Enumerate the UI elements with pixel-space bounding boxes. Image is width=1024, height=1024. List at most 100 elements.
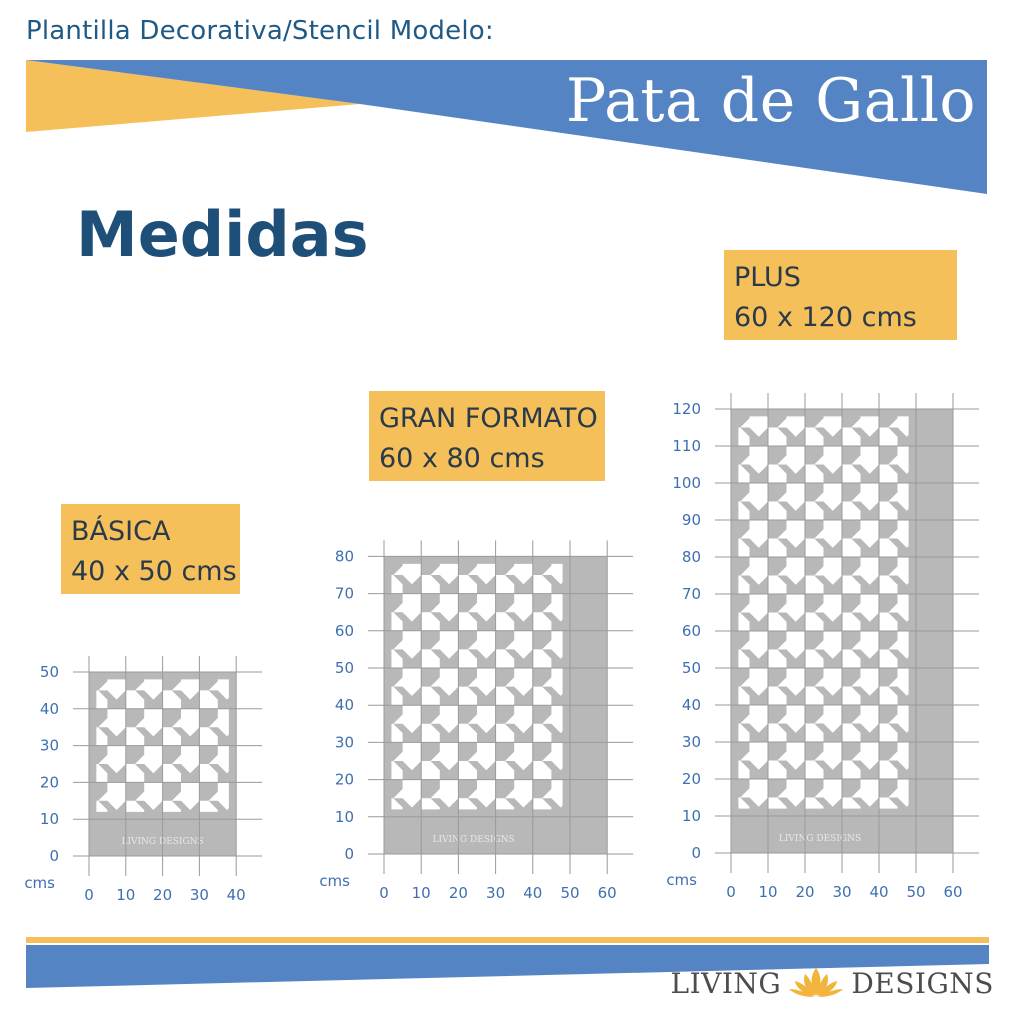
houndstooth-cutout	[393, 593, 422, 622]
houndstooth-cutout	[777, 705, 805, 733]
houndstooth-tooth	[458, 761, 477, 780]
houndstooth-cutout	[851, 416, 879, 437]
houndstooth-cutout	[740, 557, 768, 585]
houndstooth-tooth	[738, 575, 750, 594]
houndstooth-tooth	[805, 538, 824, 557]
houndstooth-tooth	[879, 686, 898, 705]
houndstooth-tooth	[842, 612, 861, 631]
footer-blue-band	[26, 945, 989, 988]
houndstooth-tooth	[953, 798, 972, 817]
houndstooth-tooth	[879, 538, 898, 557]
houndstooth-cutout	[98, 679, 126, 700]
y-tick-label: 60	[335, 622, 354, 640]
houndstooth-cutout	[171, 745, 200, 774]
houndstooth-tooth	[805, 464, 824, 483]
houndstooth-cutout	[504, 705, 533, 734]
houndstooth-cutout	[777, 483, 805, 511]
y-tick-label: 50	[682, 659, 701, 677]
y-tick-label: 30	[682, 733, 701, 751]
houndstooth-tooth	[768, 464, 787, 483]
houndstooth-cutout	[925, 853, 953, 881]
houndstooth-tooth	[879, 797, 898, 809]
banner-yellow-stripe	[26, 60, 360, 132]
houndstooth-tooth	[842, 427, 861, 446]
houndstooth-tooth	[842, 723, 861, 742]
y-tick-label: 10	[335, 808, 354, 826]
houndstooth-tooth	[391, 798, 403, 810]
houndstooth-tooth	[953, 465, 972, 484]
houndstooth-cutout	[814, 483, 842, 511]
houndstooth-tooth	[768, 575, 787, 594]
model-title: Pata de Gallo	[565, 66, 976, 136]
houndstooth-tooth	[768, 612, 787, 631]
houndstooth-tooth	[953, 761, 972, 780]
y-tick-label: 50	[335, 659, 354, 677]
houndstooth-cutout	[851, 594, 879, 622]
houndstooth-tooth	[953, 502, 972, 521]
houndstooth-tooth	[391, 686, 403, 706]
houndstooth-tooth	[805, 427, 824, 446]
houndstooth-cutout	[740, 483, 768, 511]
x-tick-label: 20	[795, 883, 814, 901]
houndstooth-cutout	[777, 557, 805, 585]
houndstooth-cutout	[504, 563, 533, 585]
houndstooth-cutout	[430, 668, 459, 696]
houndstooth-tooth	[532, 761, 552, 780]
houndstooth-tooth	[805, 612, 824, 631]
houndstooth-cutout	[777, 416, 805, 437]
houndstooth-cutout	[740, 779, 768, 807]
houndstooth-cutout	[542, 563, 563, 585]
houndstooth-cutout	[962, 520, 990, 548]
houndstooth-tooth	[953, 650, 972, 669]
houndstooth-cutout	[542, 779, 563, 808]
x-tick-label: 60	[598, 884, 617, 902]
houndstooth-tooth	[391, 723, 403, 743]
houndstooth-tooth	[805, 797, 824, 809]
houndstooth-tooth	[391, 761, 403, 780]
houndstooth-cutout	[208, 782, 229, 810]
y-tick-label: 50	[40, 663, 59, 681]
x-tick-label: 50	[906, 883, 925, 901]
x-tick-label: 50	[560, 884, 579, 902]
houndstooth-cutout	[467, 742, 496, 771]
houndstooth-cutout	[888, 446, 909, 474]
houndstooth-cutout	[98, 708, 126, 737]
size-dimensions: 60 x 80 cms	[379, 443, 545, 474]
houndstooth-cutout	[888, 668, 909, 696]
y-tick-label: 40	[682, 696, 701, 714]
houndstooth-pattern	[391, 563, 563, 810]
section-heading: Medidas	[76, 198, 369, 271]
houndstooth-tooth	[879, 575, 898, 594]
x-tick-label: 30	[832, 883, 851, 901]
houndstooth-cutout	[851, 705, 879, 733]
houndstooth-cutout	[393, 668, 422, 696]
houndstooth-cutout	[851, 742, 879, 770]
y-tick-label: 0	[344, 845, 354, 863]
houndstooth-tooth	[738, 797, 750, 809]
houndstooth-cutout	[740, 520, 768, 548]
houndstooth-tooth	[125, 727, 145, 746]
houndstooth-tooth	[805, 686, 824, 705]
houndstooth-cutout	[393, 742, 422, 771]
size-name: BÁSICA	[71, 516, 171, 547]
houndstooth-cutout	[814, 557, 842, 585]
houndstooth-tooth	[199, 690, 218, 709]
houndstooth-tooth	[953, 724, 972, 743]
houndstooth-cutout	[962, 853, 990, 881]
houndstooth-cutout	[393, 563, 422, 585]
houndstooth-cutout	[430, 705, 459, 734]
houndstooth-cutout	[740, 631, 768, 659]
houndstooth-tooth	[768, 427, 787, 446]
houndstooth-cutout	[467, 593, 496, 622]
size-name: GRAN FORMATO	[379, 403, 598, 434]
houndstooth-cutout	[504, 593, 533, 622]
houndstooth-cutout	[851, 853, 879, 881]
houndstooth-tooth	[842, 686, 861, 705]
houndstooth-cutout	[888, 631, 909, 659]
houndstooth-cutout	[777, 742, 805, 770]
x-tick-label: 30	[190, 886, 209, 904]
houndstooth-cutout	[814, 631, 842, 659]
lotus-icon	[789, 968, 844, 997]
